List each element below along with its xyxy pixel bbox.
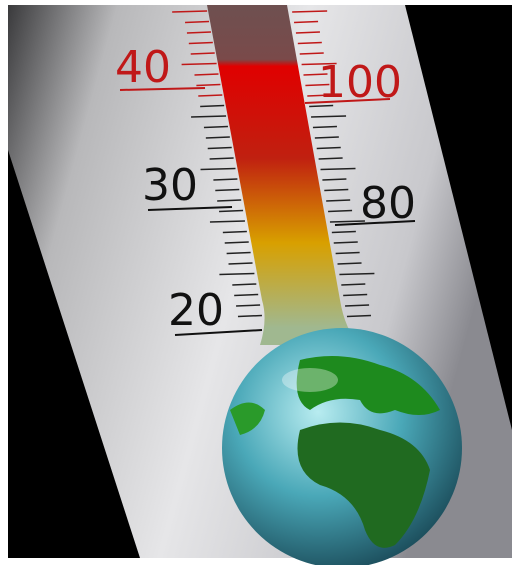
tick bbox=[312, 125, 337, 129]
tick bbox=[188, 41, 213, 45]
tick bbox=[333, 241, 358, 244]
tick bbox=[232, 283, 257, 286]
tick bbox=[316, 146, 341, 150]
celsius-label: 30 bbox=[142, 160, 198, 211]
tick bbox=[228, 262, 253, 265]
tube bbox=[207, 5, 360, 345]
tick bbox=[309, 104, 334, 108]
tick bbox=[181, 62, 217, 66]
celsius-label: 20 bbox=[168, 285, 224, 336]
tick bbox=[314, 136, 339, 139]
tick bbox=[196, 83, 221, 87]
continent-africa bbox=[297, 422, 430, 548]
tick-marks bbox=[172, 10, 375, 318]
tick bbox=[335, 251, 360, 255]
tick bbox=[329, 220, 365, 223]
tick bbox=[194, 73, 219, 76]
tick bbox=[301, 62, 337, 66]
tick bbox=[205, 136, 230, 139]
tick bbox=[292, 10, 328, 13]
tick bbox=[217, 199, 242, 202]
tick bbox=[213, 178, 238, 181]
tick bbox=[203, 125, 228, 129]
tick bbox=[324, 188, 349, 192]
tick bbox=[200, 104, 225, 108]
tick bbox=[346, 314, 372, 318]
tick bbox=[219, 209, 244, 213]
tick bbox=[224, 241, 249, 244]
label-underline bbox=[147, 206, 233, 211]
tick bbox=[331, 230, 356, 234]
celsius-label: 40 bbox=[115, 42, 171, 93]
tick bbox=[191, 115, 227, 118]
tick bbox=[190, 52, 215, 55]
tick bbox=[305, 83, 330, 87]
tick bbox=[198, 94, 223, 97]
tick bbox=[207, 146, 232, 150]
tick bbox=[307, 94, 332, 97]
tick bbox=[295, 31, 320, 34]
tick bbox=[200, 167, 236, 171]
tick bbox=[318, 157, 343, 160]
tick bbox=[234, 293, 259, 297]
tick bbox=[320, 167, 356, 171]
tick bbox=[322, 178, 347, 181]
highlight bbox=[282, 368, 338, 392]
continent-greenland bbox=[230, 402, 265, 435]
label-underline bbox=[119, 87, 206, 91]
tick bbox=[297, 41, 322, 45]
tick bbox=[326, 199, 351, 202]
tick bbox=[303, 73, 328, 76]
tick bbox=[294, 20, 319, 24]
tick bbox=[237, 314, 263, 318]
tick bbox=[311, 115, 347, 118]
tick bbox=[299, 52, 324, 55]
tick bbox=[328, 209, 353, 213]
tick bbox=[337, 262, 362, 265]
tick bbox=[343, 293, 368, 297]
tick bbox=[185, 20, 210, 24]
tick bbox=[186, 31, 211, 34]
label-underline bbox=[334, 220, 416, 226]
tick bbox=[236, 304, 261, 307]
tick bbox=[341, 283, 366, 286]
tick bbox=[209, 220, 245, 223]
tick bbox=[172, 10, 208, 13]
tick bbox=[219, 272, 255, 276]
tick bbox=[209, 157, 234, 160]
tick bbox=[339, 272, 375, 276]
label-underline bbox=[304, 98, 391, 104]
tick bbox=[345, 304, 370, 307]
label-underline bbox=[174, 329, 263, 336]
tick bbox=[226, 251, 251, 255]
tick bbox=[215, 188, 240, 192]
tick bbox=[222, 230, 247, 234]
continent-europe bbox=[296, 356, 440, 415]
